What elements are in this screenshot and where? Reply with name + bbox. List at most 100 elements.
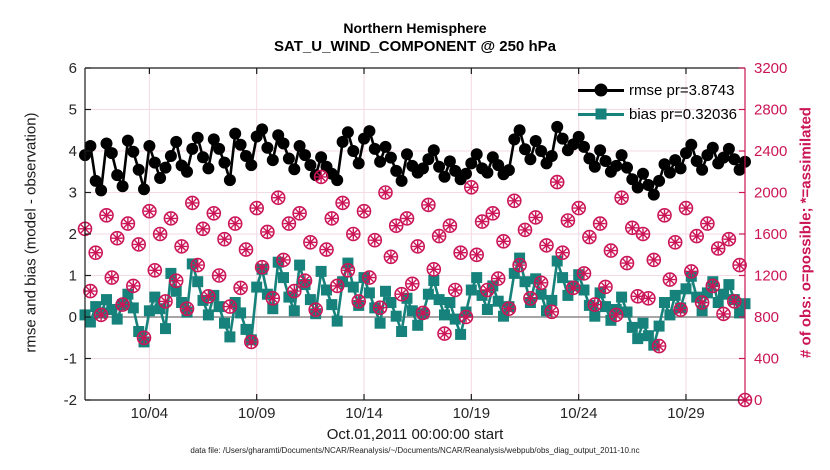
obs-possible-marker: [678, 200, 694, 216]
obs-possible-marker: [453, 245, 468, 260]
obs-possible-marker: [689, 228, 705, 244]
bias-marker: [186, 258, 198, 270]
rmse-marker: [277, 137, 290, 150]
obs-possible-marker: [99, 208, 114, 223]
rmse-marker: [706, 141, 719, 154]
obs-possible-marker: [201, 288, 216, 304]
obs-possible-marker: [227, 216, 243, 231]
rmse-marker: [438, 170, 451, 183]
obs-possible-marker: [651, 338, 667, 354]
obs-possible-marker: [93, 307, 109, 323]
bias-marker: [321, 284, 332, 296]
obs-possible-marker: [152, 226, 168, 242]
rmse-marker: [631, 181, 644, 194]
rmse-marker: [111, 169, 124, 182]
bias-marker: [374, 317, 386, 329]
bias-marker: [498, 310, 509, 322]
bias-marker: [562, 289, 574, 301]
bias-marker: [192, 276, 204, 288]
bias-marker: [680, 283, 692, 295]
obs-possible-marker: [587, 297, 603, 312]
bias-marker: [444, 297, 456, 308]
bias-marker: [428, 275, 440, 286]
obs-possible-marker: [426, 261, 442, 277]
obs-possible-marker: [700, 216, 715, 231]
bias-marker: [589, 310, 601, 322]
bias-marker: [160, 323, 171, 335]
bias-marker: [127, 302, 139, 314]
obs-possible-marker: [673, 302, 688, 318]
bias-marker: [541, 305, 552, 317]
obs-possible-marker: [383, 249, 399, 265]
obs-possible-marker: [399, 211, 415, 226]
obs-possible-marker: [641, 290, 656, 306]
bias-marker: [251, 281, 263, 293]
rmse-marker: [647, 188, 660, 201]
bias-line: [83, 253, 747, 349]
rmse-marker: [460, 167, 472, 180]
rmse-marker: [229, 127, 242, 140]
bias-marker: [240, 323, 252, 335]
obs-possible-marker: [260, 224, 275, 240]
bias-square-icon: [595, 108, 607, 120]
bias-marker: [632, 333, 644, 345]
obs-possible-marker: [233, 280, 248, 296]
rmse-marker: [138, 183, 150, 196]
obs-possible-marker: [662, 272, 678, 287]
rmse-marker: [481, 166, 494, 179]
bias-marker: [594, 287, 606, 299]
rmse-marker: [384, 151, 397, 164]
obs-possible-marker: [238, 242, 254, 257]
obs-possible-marker: [657, 208, 672, 223]
obs-possible-marker: [480, 282, 495, 298]
obs-possible-marker: [716, 306, 731, 322]
rmse-marker: [282, 152, 295, 165]
obs-possible-marker: [206, 206, 222, 221]
x-tick-label: 10/19: [453, 405, 491, 422]
obs-possible-marker: [249, 200, 265, 216]
rmse-marker: [374, 155, 387, 168]
bias-marker: [143, 305, 155, 317]
obs-possible-marker: [415, 305, 431, 321]
bias-marker: [202, 309, 214, 321]
rmse-marker: [341, 126, 354, 139]
y-left-tick-label: 0: [69, 309, 77, 326]
obs-possible-marker: [388, 218, 404, 233]
obs-possible-marker: [281, 216, 297, 231]
obs-possible-marker: [356, 203, 372, 219]
bias-marker: [642, 330, 654, 342]
rmse-marker: [159, 161, 172, 174]
obs-possible-marker: [624, 220, 640, 236]
rmse-marker: [674, 162, 687, 175]
bias-marker: [412, 319, 424, 331]
rmse-marker: [191, 131, 204, 144]
obs-possible-marker: [158, 294, 173, 309]
chart-title-line2: SAT_U_WIND_COMPONENT @ 250 hPa: [274, 38, 556, 55]
rmse-marker: [642, 179, 655, 191]
rmse-marker: [722, 142, 735, 155]
rmse-marker: [309, 169, 322, 182]
obs-possible-marker: [705, 278, 721, 294]
obs-possible-marker: [88, 245, 103, 260]
bias-marker: [600, 301, 611, 313]
legend-item-bias: bias pr=0.32036: [578, 102, 737, 126]
rmse-marker: [234, 138, 247, 151]
obs-possible-marker: [109, 230, 125, 246]
obs-possible-marker: [324, 211, 340, 226]
rmse-marker: [315, 151, 328, 164]
bias-marker: [718, 288, 729, 300]
obs-possible-marker: [126, 278, 141, 294]
obs-possible-marker: [410, 239, 426, 254]
obs-possible-marker: [732, 257, 747, 273]
bias-marker: [406, 305, 418, 317]
obs-possible-marker: [592, 216, 608, 231]
rmse-marker: [728, 153, 741, 166]
bias-marker: [278, 272, 289, 284]
obs-possible-marker: [437, 326, 452, 341]
bias-marker: [455, 328, 467, 340]
bias-marker: [84, 316, 96, 328]
bias-marker: [637, 317, 649, 329]
obs-possible-marker: [560, 213, 576, 228]
obs-possible-marker: [635, 226, 651, 242]
